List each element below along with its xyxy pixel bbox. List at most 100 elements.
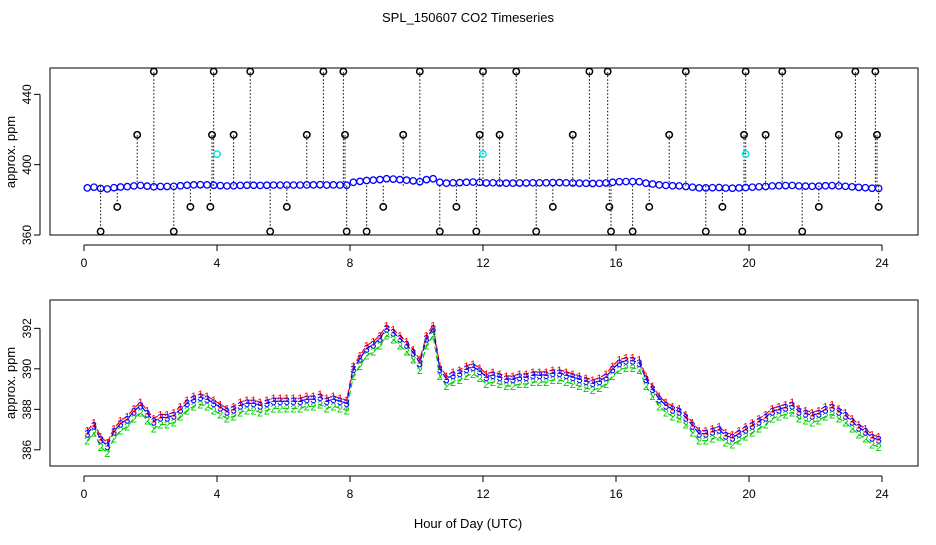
spike-point: [512, 67, 521, 76]
baseline-point: [655, 181, 664, 189]
series-2-marker: 2: [756, 424, 762, 436]
series-1-marker: 1: [756, 413, 762, 425]
series-3-marker: 3: [231, 404, 237, 416]
series-3-marker: 3: [277, 396, 283, 408]
series-1-marker: 1: [204, 391, 210, 403]
series-1-marker: 1: [430, 320, 436, 332]
series-3-marker: 3: [417, 358, 423, 370]
series-1-marker: 1: [849, 413, 855, 425]
series-2-marker: 2: [783, 409, 789, 421]
series-3-marker: 3: [237, 400, 243, 412]
spike-point: [665, 130, 674, 139]
series-3-marker: 3: [523, 372, 529, 384]
series-1-marker: 1: [663, 397, 669, 409]
top-x-tick-label: 8: [347, 256, 354, 270]
spike-point: [701, 227, 710, 236]
series-2-marker: 2: [736, 436, 742, 448]
series-1-marker: 1: [842, 407, 848, 419]
series-2-marker: 2: [490, 377, 496, 389]
bottom-x-tick-label: 8: [347, 487, 354, 501]
series-2-marker: 2: [802, 415, 808, 427]
series-3-marker: 3: [211, 398, 217, 410]
baseline-point: [269, 181, 278, 189]
series-3-marker: 3: [802, 408, 808, 420]
baseline-point: [223, 182, 231, 190]
spike-point: [873, 130, 881, 139]
series-2-marker: 2: [290, 403, 296, 415]
series-3-marker: 3: [716, 425, 722, 437]
spike-point: [798, 227, 807, 236]
baseline-point: [675, 182, 684, 190]
top-x-tick-label: 24: [875, 256, 889, 270]
series-2-marker: 2: [643, 381, 649, 393]
spike-point: [133, 130, 142, 139]
baseline-point: [449, 178, 457, 187]
series-1-marker: 1: [144, 405, 150, 417]
bottom-y-tick-label: 392: [20, 318, 34, 338]
top-axes: 0 4 8 12 16 20 24 360 400 440: [20, 84, 889, 270]
series-3-marker: 3: [822, 404, 828, 416]
series-3-marker: 3: [131, 406, 137, 418]
spike-point: [479, 67, 487, 76]
bottom-y-tick-label: 386: [20, 439, 34, 459]
baseline-point: [263, 181, 271, 190]
series-3-marker: 3: [816, 408, 822, 420]
series-1-marker: 1: [550, 365, 556, 377]
series-2-marker: 2: [510, 381, 516, 393]
baseline-point: [143, 182, 152, 190]
series-3-marker: 3: [204, 394, 210, 406]
baseline-point: [515, 179, 524, 187]
series-1-marker: 1: [437, 361, 443, 373]
series-1-marker: 1: [689, 417, 695, 429]
series-1-marker: 1: [211, 395, 217, 407]
baseline-point: [681, 182, 690, 191]
series-3-marker: 3: [344, 398, 350, 410]
series-1-marker: 1: [231, 401, 237, 413]
highlight-point: [741, 150, 750, 159]
baseline-point: [156, 182, 165, 191]
spike-point: [475, 130, 484, 139]
series-2-marker: 2: [876, 442, 882, 454]
series-3-marker: 3: [124, 414, 130, 426]
series-2-marker: 2: [417, 365, 423, 377]
baseline-point: [396, 175, 404, 184]
series-2-marker: 2: [816, 415, 822, 427]
series-2-marker: 2: [636, 365, 642, 377]
series-1-marker: 1: [776, 401, 782, 413]
baseline-point: [715, 183, 723, 192]
series-3-marker: 3: [217, 402, 223, 414]
series-2-marker: 2: [776, 411, 782, 423]
series-3-marker: 3: [197, 392, 203, 404]
series-1-marker: 1: [197, 389, 203, 401]
baseline-point: [442, 179, 451, 187]
series-1-marker: 1: [377, 330, 383, 342]
spike-point: [266, 227, 275, 236]
baseline-point: [329, 181, 338, 189]
series-3-marker: 3: [450, 370, 456, 382]
series-2-marker: 2: [297, 403, 303, 415]
series-3-marker: 3: [91, 421, 97, 433]
series-2-marker: 2: [390, 334, 396, 346]
spike-point: [814, 202, 823, 211]
series-3-marker: 3: [783, 402, 789, 414]
series-3-marker: 3: [290, 396, 296, 408]
series-2-marker: 2: [769, 413, 775, 425]
series-2-marker: 2: [689, 428, 695, 440]
series-3-marker: 3: [630, 356, 636, 368]
baseline-point: [821, 181, 830, 190]
series-1-marker: 1: [463, 361, 469, 373]
series-3-marker: 3: [643, 374, 649, 386]
spike-point: [169, 227, 178, 236]
series-2-marker: 2: [869, 440, 875, 452]
baseline-point: [529, 178, 537, 187]
series-3-marker: 3: [842, 410, 848, 422]
series-1-marker: 1: [244, 395, 250, 407]
spike-point: [302, 130, 311, 139]
bottom-x-tick-label: 4: [214, 487, 221, 501]
series-2-marker: 2: [344, 405, 350, 417]
series-2-marker: 2: [849, 424, 855, 436]
baseline-point: [854, 183, 863, 192]
series-2-marker: 2: [357, 361, 363, 373]
